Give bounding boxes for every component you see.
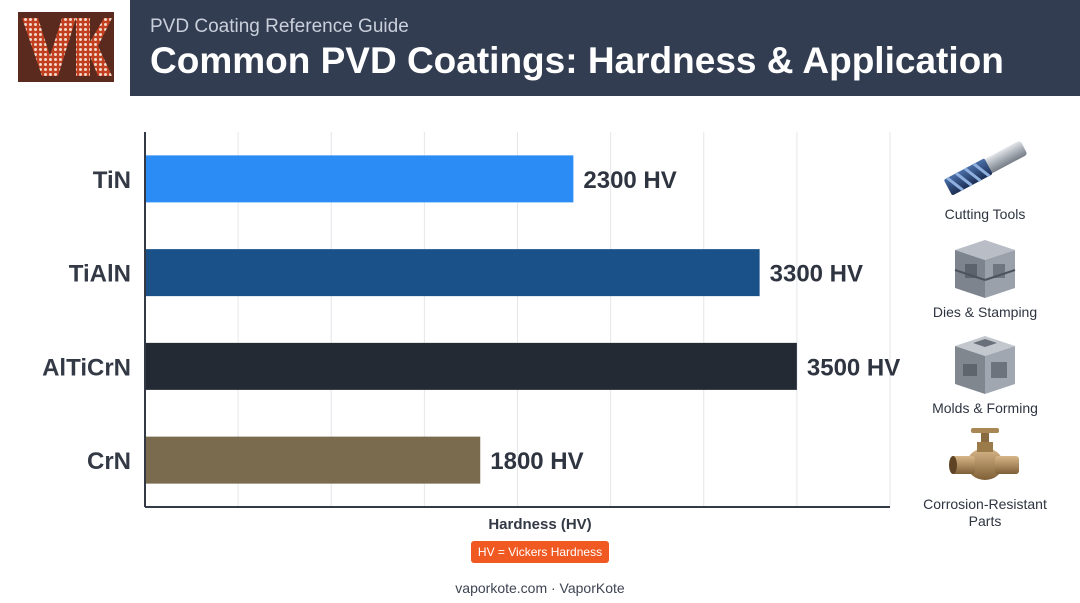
chart-labels: TiN 2300 HV TiAlN 3300 HV AlTiCrN 3500 HV CrN 1… (42, 167, 900, 475)
mold-block-icon (955, 336, 1015, 394)
value-label: 3300 HV (770, 261, 863, 288)
chart-bars (145, 155, 797, 484)
header-band (130, 0, 1080, 96)
category-label: AlTiCrN (42, 354, 131, 381)
value-label: 2300 HV (583, 167, 676, 194)
value-label: 1800 HV (490, 448, 583, 475)
die-set-icon (954, 240, 1016, 298)
application-item: Cutting Tools (915, 132, 1055, 223)
applications-column: Cutting Tools Dies & Stamping Molds & Fo… (915, 96, 1080, 556)
page-subtitle: PVD Coating Reference Guide (150, 16, 409, 37)
end-mill-icon (944, 141, 1027, 195)
application-label: Molds & Forming (932, 400, 1038, 416)
header: PVD Coating Reference Guide Common PVD C… (0, 0, 1080, 96)
page-title: Common PVD Coatings: Hardness & Applicat… (150, 40, 1004, 81)
hv-legend-badge: HV = Vickers Hardness (471, 541, 609, 563)
application-item: Corrosion-Resistant Parts (915, 426, 1055, 530)
x-axis-title: Hardness (HV) (488, 516, 591, 533)
bar-crn (145, 436, 481, 484)
valve-icon (949, 428, 1019, 480)
bar-tin (145, 155, 574, 203)
hardness-bar-chart: TiN 2300 HV TiAlN 3300 HV AlTiCrN 3500 HV CrN 1… (42, 132, 900, 533)
category-label: CrN (87, 448, 131, 475)
vk-monogram-logo (18, 12, 114, 82)
bar-tialn (145, 249, 760, 297)
application-label: Dies & Stamping (932, 304, 1038, 320)
category-label: TiAlN (69, 261, 131, 288)
bar-alticrn (145, 342, 797, 390)
application-item: Molds & Forming (915, 330, 1055, 417)
category-label: TiN (93, 167, 131, 194)
application-label: Cutting Tools (944, 206, 1026, 222)
footer-credit: vaporkote.com · VaporKote (455, 580, 625, 596)
value-label: 3500 HV (807, 354, 900, 381)
application-label: Corrosion-Resistant Parts (923, 496, 1047, 529)
application-item: Dies & Stamping (915, 234, 1055, 321)
